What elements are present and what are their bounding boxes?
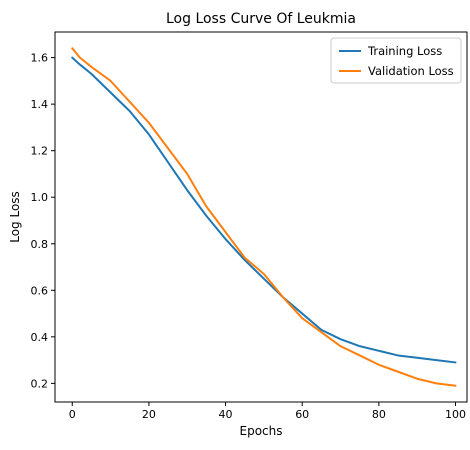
x-tick-label: 60 bbox=[295, 408, 309, 421]
chart-title: Log Loss Curve Of Leukmia bbox=[166, 11, 356, 27]
plot-frame bbox=[54, 31, 468, 403]
series-lines bbox=[71, 47, 457, 387]
y-tick-label: 1.4 bbox=[31, 98, 49, 111]
legend-label-2: Validation Loss bbox=[368, 64, 454, 78]
y-tick-label: 1.0 bbox=[31, 191, 49, 204]
legend: Training Loss Validation Loss bbox=[330, 37, 462, 84]
y-tick-label: 0.8 bbox=[31, 238, 49, 251]
y-tick-label: 0.6 bbox=[31, 284, 49, 297]
y-axis-ticks: 0.2 0.4 0.6 0.8 1.0 1.2 1.4 1.6 bbox=[31, 52, 55, 390]
x-tick-label: 100 bbox=[445, 408, 466, 421]
legend-label-1: Training Loss bbox=[367, 44, 442, 58]
x-tick-label: 20 bbox=[142, 408, 156, 421]
x-tick-label: 80 bbox=[372, 408, 386, 421]
x-axis-ticks: 0 20 40 60 80 100 bbox=[69, 402, 466, 421]
series-line-2 bbox=[71, 47, 457, 387]
x-axis-label: Epochs bbox=[240, 424, 283, 438]
y-axis-label: Log Loss bbox=[8, 191, 22, 243]
y-tick-label: 1.6 bbox=[31, 52, 49, 65]
y-tick-label: 1.2 bbox=[31, 145, 49, 158]
x-tick-label: 40 bbox=[219, 408, 233, 421]
legend-box bbox=[330, 37, 462, 84]
y-tick-label: 0.2 bbox=[31, 377, 49, 390]
x-tick-label: 0 bbox=[69, 408, 76, 421]
y-tick-label: 0.4 bbox=[31, 331, 49, 344]
series-line-1 bbox=[71, 56, 457, 364]
